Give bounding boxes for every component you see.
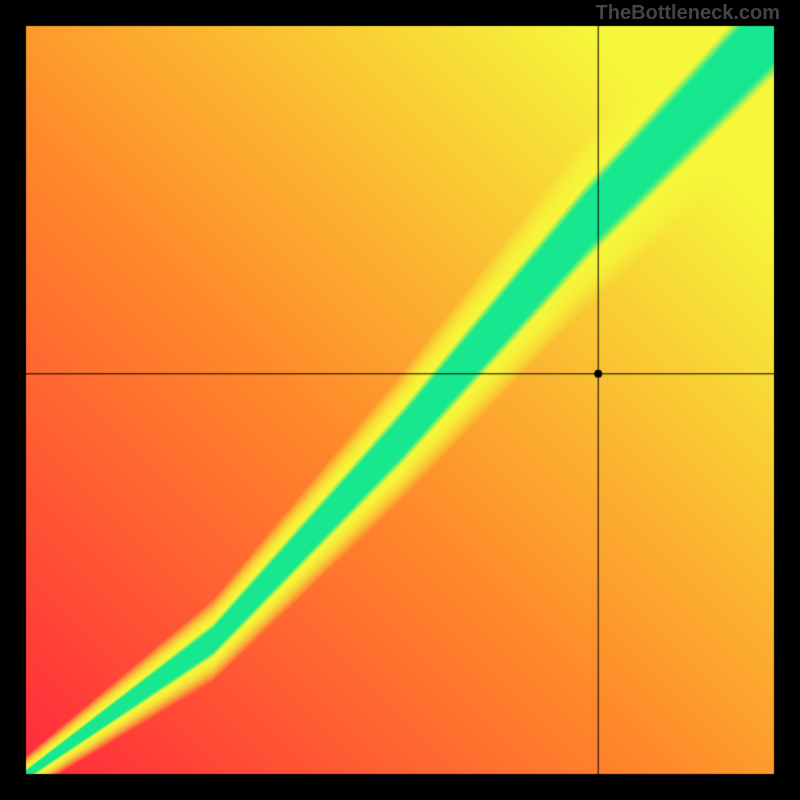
watermark-text: TheBottleneck.com: [596, 2, 780, 25]
bottleneck-heatmap: [0, 0, 800, 800]
